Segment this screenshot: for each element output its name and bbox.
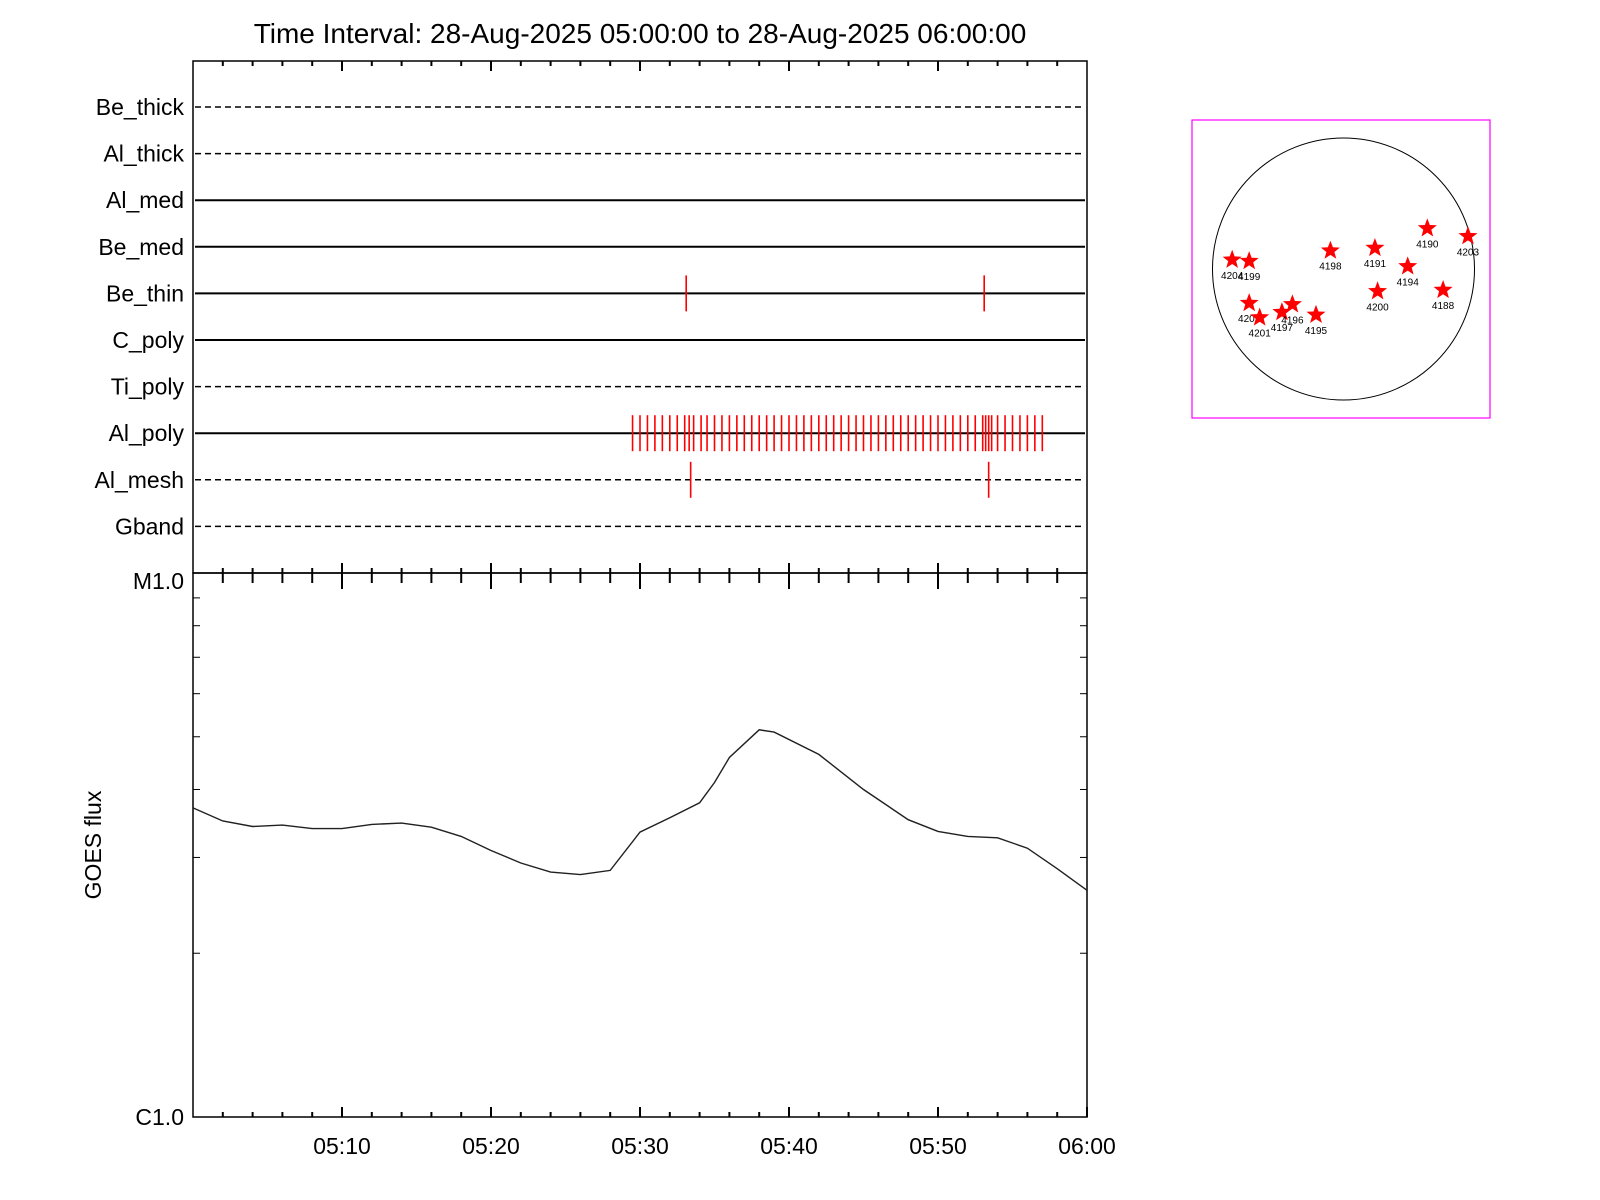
active-region-label: 4200	[1366, 302, 1389, 313]
x-tick-label: 06:00	[1058, 1133, 1116, 1159]
x-tick-label: 05:50	[909, 1133, 967, 1159]
row-label-Be_med: Be_med	[98, 234, 184, 260]
active-region-label: 4204	[1221, 271, 1244, 282]
active-region-label: 4196	[1281, 315, 1304, 326]
active-region-star	[1239, 293, 1259, 312]
timeline-frame	[192, 60, 1088, 574]
flux-frame	[192, 572, 1088, 1118]
active-region-star	[1368, 281, 1388, 300]
row-label-Ti_poly: Ti_poly	[111, 374, 185, 400]
active-region-label: 4190	[1416, 239, 1439, 250]
active-region-label: 4188	[1432, 301, 1455, 312]
row-label-Gband: Gband	[115, 513, 184, 539]
solar-disk	[1212, 137, 1475, 401]
active-region-star	[1458, 226, 1478, 245]
y-axis-label: GOES flux	[80, 790, 106, 899]
active-region-label: 4191	[1364, 259, 1387, 270]
y-tick-label-m1: M1.0	[133, 568, 184, 594]
timeline-panel: Be_thick Al_thick Al_med Be_med Be_thin C_pol…	[95, 60, 1088, 574]
x-tick-label: 05:20	[462, 1133, 520, 1159]
row-label-Be_thick: Be_thick	[96, 94, 185, 120]
active-region-label: 4195	[1305, 326, 1328, 337]
active-region-star	[1282, 294, 1302, 313]
active-region-star	[1239, 251, 1259, 270]
inset-frame	[1191, 119, 1491, 419]
active-region-label: 4201	[1249, 328, 1272, 339]
x-tick-label: 05:30	[611, 1133, 669, 1159]
active-region-label: 4194	[1397, 277, 1420, 288]
row-label-Be_thin: Be_thin	[106, 280, 184, 306]
row-label-C_poly: C_poly	[112, 327, 184, 353]
active-region-label: 4199	[1238, 272, 1261, 283]
active-region-star	[1272, 302, 1292, 321]
active-region-star	[1365, 238, 1385, 257]
row-label-Al_med: Al_med	[106, 187, 184, 213]
active-region-star	[1320, 240, 1340, 259]
goes-flux-line	[192, 729, 1088, 891]
active-region-star	[1433, 280, 1453, 299]
active-region-star	[1306, 304, 1326, 323]
goes-flux-panel: 05:10 05:20 05:30 05:40 05:50 06:00 C1.0 M1.0 GO…	[80, 568, 1116, 1159]
active-region-label: 4198	[1319, 262, 1342, 273]
active-region-label: 4197	[1271, 323, 1294, 334]
active-region-star	[1250, 307, 1270, 326]
active-region-star	[1222, 249, 1242, 268]
chart-title: Time Interval: 28-Aug-2025 05:00:00 to 2…	[254, 18, 1027, 49]
y-tick-label-c1: C1.0	[135, 1104, 184, 1130]
active-region-star	[1417, 218, 1437, 237]
row-label-Al_poly: Al_poly	[109, 420, 185, 446]
active-region-star	[1398, 256, 1418, 275]
row-label-Al_mesh: Al_mesh	[95, 467, 184, 493]
x-tick-label: 05:40	[760, 1133, 818, 1159]
active-region-label: 4203	[1457, 247, 1480, 258]
x-tick-label: 05:10	[313, 1133, 371, 1159]
row-label-Al_thick: Al_thick	[103, 141, 184, 167]
active-region-label: 4202	[1238, 314, 1261, 325]
